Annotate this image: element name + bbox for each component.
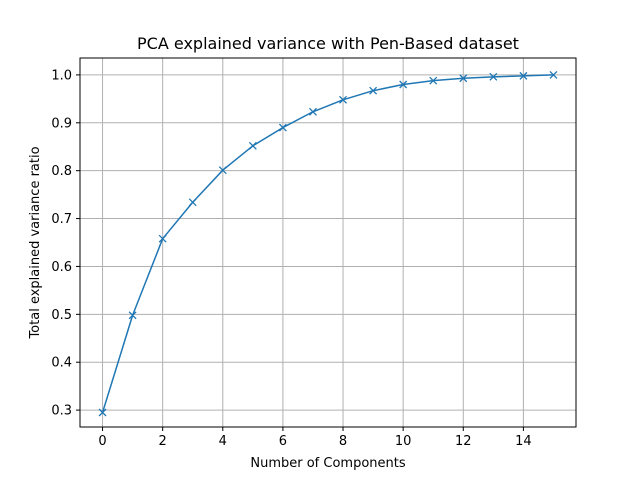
data-point-marker: [218, 166, 227, 175]
x-axis-label: Number of Components: [250, 456, 405, 471]
y-axis-label: Total explained variance ratio: [28, 146, 43, 339]
y-tick-label: 0.6: [51, 260, 72, 275]
data-point-marker: [399, 80, 408, 89]
x-tick-label: 8: [339, 434, 347, 449]
chart-title: PCA explained variance with Pen-Based da…: [137, 34, 519, 53]
x-tick-label: 2: [159, 434, 167, 449]
data-point-marker: [248, 141, 257, 150]
grid-lines: [80, 58, 576, 427]
y-tick-label: 0.3: [51, 404, 72, 419]
data-point-marker: [429, 76, 438, 85]
y-tick-label: 0.7: [51, 212, 72, 227]
data-point-marker: [549, 70, 558, 79]
data-point-marker: [98, 408, 107, 417]
data-point-marker: [489, 72, 498, 81]
data-point-marker: [369, 86, 378, 95]
axes-frame: [79, 57, 577, 428]
x-tick-label: 4: [219, 434, 227, 449]
series-line: [101, 74, 554, 413]
y-tick-label: 0.5: [51, 308, 72, 323]
data-point-marker: [158, 234, 167, 243]
data-point-marker: [339, 95, 347, 104]
data-point-marker: [278, 123, 287, 132]
x-tick-label: 10: [395, 434, 412, 449]
data-point-marker: [459, 74, 468, 83]
x-tick-label: 0: [98, 434, 106, 449]
axis-ticks: 0 2 4 6 8 10 12 14 0.3 0.4 0.5 0.6 0.7 0.8 0.9 1.0: [51, 68, 531, 449]
x-tick-label: 12: [455, 434, 472, 449]
data-point-marker: [309, 107, 317, 116]
y-tick-label: 0.4: [51, 356, 72, 371]
x-tick-label: 14: [515, 434, 532, 449]
y-tick-label: 1.0: [51, 68, 72, 83]
series-layer: [98, 70, 558, 417]
data-point-marker: [188, 198, 197, 207]
y-tick-label: 0.9: [51, 116, 72, 131]
x-tick-label: 6: [279, 434, 287, 449]
data-point-marker: [519, 71, 528, 80]
y-tick-label: 0.8: [51, 164, 72, 179]
data-point-marker: [128, 311, 137, 320]
